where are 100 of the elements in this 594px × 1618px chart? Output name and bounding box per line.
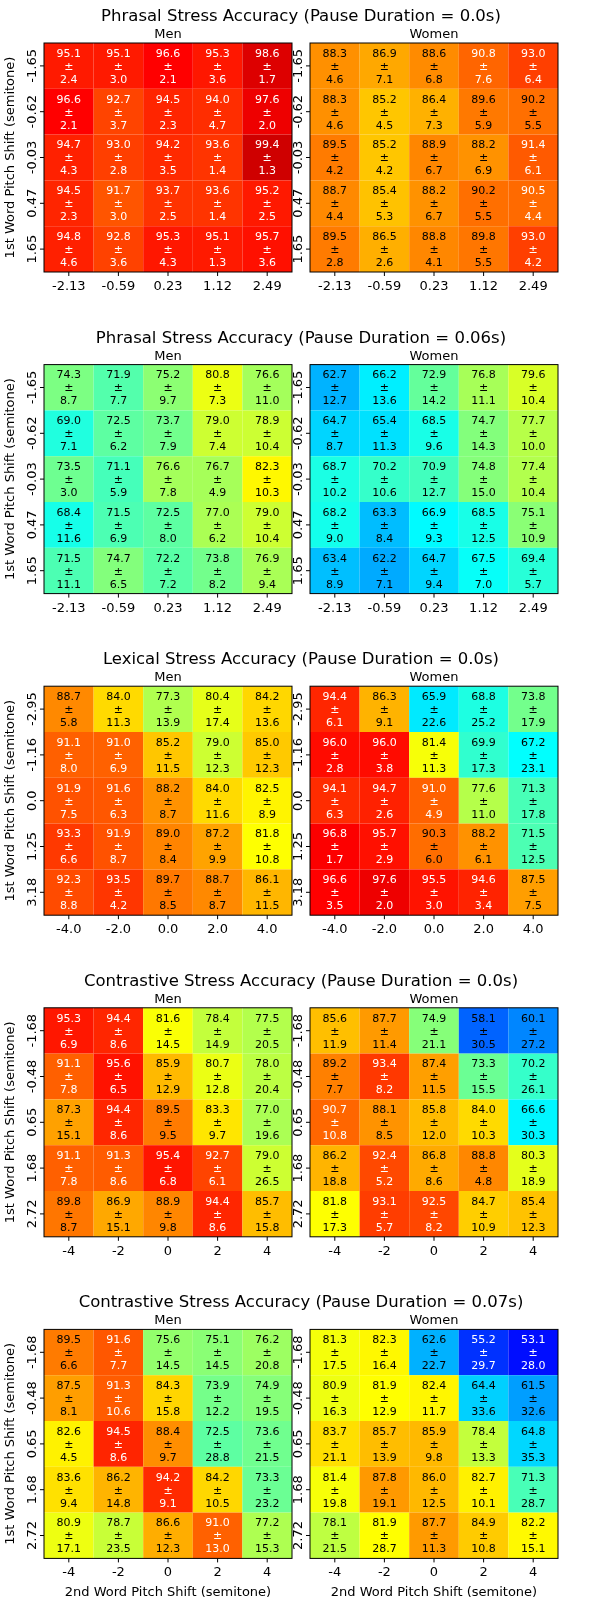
annotation: ± 9.5: [159, 1116, 177, 1143]
data-label: 80.9: [322, 1378, 348, 1392]
y-tick-label: -0.03: [290, 462, 305, 496]
data-label: 90.8: [471, 46, 496, 60]
data-label: 84.2: [254, 689, 280, 703]
data-label: 86.2: [322, 1148, 348, 1162]
data-label: 71.5: [106, 505, 131, 519]
data-label: 94.5: [56, 184, 82, 198]
data-label: 70.2: [372, 459, 397, 473]
annotation: ± 2.8: [109, 151, 128, 178]
x-tick-label: 2: [213, 1564, 222, 1580]
annotation: ± 5.5: [474, 197, 493, 224]
y-tick-label: 0.47: [290, 510, 305, 540]
annotation: ± 4.2: [326, 151, 344, 178]
data-label: 69.0: [56, 414, 82, 428]
y-tick-label: -0.03: [290, 140, 305, 175]
y-axis-title: 1st Word Pitch Shift (semitone): [2, 1021, 17, 1224]
data-label: 73.9: [205, 1378, 230, 1392]
annotation: ± 14.2: [421, 381, 447, 408]
annotation: ± 17.4: [205, 702, 230, 729]
data-label: 80.3: [520, 1148, 546, 1162]
data-label: 96.6: [56, 92, 82, 106]
annotation: ± 32.6: [520, 1391, 546, 1418]
annotation: ± 7.5: [524, 886, 542, 913]
data-label: 62.2: [372, 551, 397, 565]
annotation: ± 5.9: [474, 105, 493, 132]
annotation: ± 19.6: [254, 1116, 280, 1143]
data-label: 67.2: [520, 735, 546, 749]
data-label: 69.4: [520, 551, 546, 565]
data-label: 89.0: [155, 827, 181, 841]
annotation: ± 2.5: [258, 197, 276, 224]
data-label: 86.5: [372, 229, 397, 243]
y-tick-label: 2.72: [290, 1521, 305, 1550]
data-label: 74.3: [56, 368, 82, 382]
data-label: 95.7: [254, 229, 280, 243]
annotation: ± 6.6: [60, 840, 78, 867]
data-label: 85.2: [372, 138, 397, 152]
data-label: 63.4: [322, 551, 348, 565]
annotation: ± 2.3: [60, 197, 78, 224]
y-tick-label: -0.62: [24, 94, 39, 129]
annotation: ± 8.7: [326, 427, 344, 454]
annotation: ± 1.4: [208, 197, 227, 224]
data-label: 66.2: [372, 368, 397, 382]
annotation: ± 10.9: [520, 518, 546, 545]
annotation: ± 8.7: [60, 1207, 78, 1234]
data-label: 64.4: [471, 1378, 496, 1392]
annotation: ± 15.3: [254, 1529, 280, 1556]
annotation: ± 2.4: [60, 59, 78, 86]
data-label: 75.6: [155, 1333, 181, 1347]
annotation: ± 6.7: [425, 151, 443, 178]
y-tick-label: 2.72: [24, 1199, 39, 1229]
x-tick-label: -2.13: [317, 599, 352, 615]
annotation: ± 7.7: [109, 1346, 128, 1373]
annotation: ± 9.7: [208, 1116, 227, 1143]
data-label: 87.5: [520, 873, 546, 887]
data-label: 80.7: [205, 1057, 230, 1071]
chart-title: Phrasal Stress Accuracy (Pause Duration = 0.0s): [101, 6, 501, 25]
annotation: ± 8.2: [208, 564, 227, 591]
chart-subtitle: Men: [154, 669, 182, 685]
annotation: ± 10.6: [372, 472, 397, 499]
data-label: 64.7: [421, 551, 447, 565]
annotation: ± 12.5: [520, 840, 546, 867]
data-label: 91.6: [106, 1333, 131, 1347]
annotation: ± 3.5: [159, 151, 177, 178]
annotation: ± 5.7: [524, 564, 542, 591]
x-tick-label: -2: [377, 1564, 391, 1580]
data-label: 73.3: [254, 1470, 280, 1484]
annotation: ± 6.1: [208, 1161, 227, 1188]
annotation: ± 6.9: [109, 748, 128, 775]
annotation: ± 2.6: [375, 794, 394, 821]
annotation: ± 3.7: [109, 105, 128, 132]
data-label: 96.6: [155, 46, 181, 60]
data-label: 87.8: [372, 1470, 397, 1484]
annotation: ± 7.0: [474, 564, 493, 591]
annotation: ± 14.3: [471, 427, 496, 454]
data-label: 93.6: [205, 138, 230, 152]
y-tick-label: 0.47: [290, 188, 305, 218]
data-label: 77.6: [471, 781, 496, 795]
annotation: ± 10.4: [254, 427, 280, 454]
data-label: 92.3: [56, 873, 82, 887]
annotation: ± 8.8: [60, 886, 78, 913]
data-label: 65.9: [421, 689, 447, 703]
x-tick-label: 0: [429, 1242, 439, 1258]
data-label: 84.3: [155, 1378, 181, 1392]
annotation: ± 4.6: [326, 59, 344, 86]
annotation: ± 4.4: [524, 197, 542, 224]
annotation: ± 11.5: [254, 886, 280, 913]
y-axis-title: 1st Word Pitch Shift (semitone): [2, 699, 17, 902]
annotation: ± 14.8: [106, 1483, 131, 1510]
annotation: ± 3.4: [474, 886, 493, 913]
data-label: 79.0: [205, 735, 230, 749]
y-tick-label: 1.68: [290, 1153, 305, 1183]
data-label: 88.2: [155, 781, 181, 795]
annotation: ± 2.6: [375, 242, 394, 269]
chart-subtitle: Women: [409, 990, 459, 1006]
y-tick-label: -1.68: [290, 1335, 305, 1370]
data-label: 79.0: [254, 1148, 280, 1162]
data-label: 85.8: [421, 1103, 447, 1117]
data-label: 86.3: [372, 689, 397, 703]
data-label: 71.9: [106, 368, 131, 382]
